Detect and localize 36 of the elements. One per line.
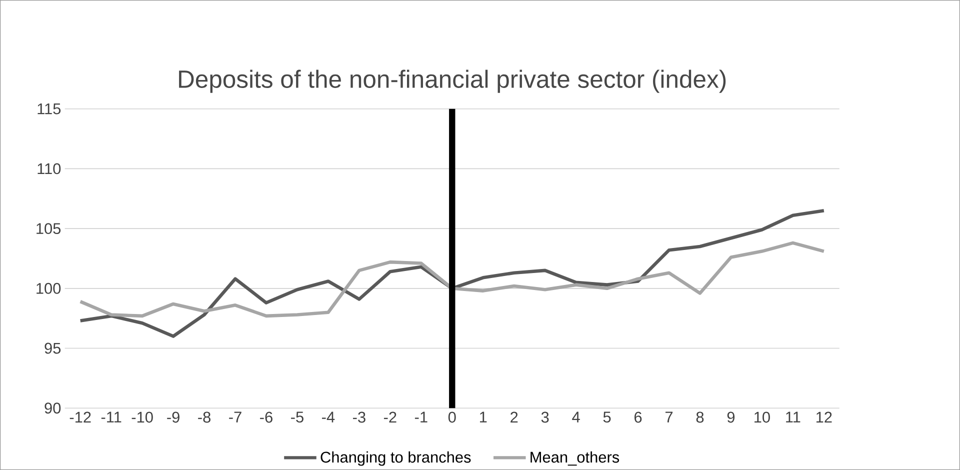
x-tick-label: -3 [352,412,366,423]
x-tick-label: 3 [541,412,549,423]
line-series [78,208,826,338]
x-tick-label: 1 [480,412,487,422]
x-tick-label: -5 [291,412,304,423]
x-tick-label: 8 [696,412,704,423]
x-tick-label: 2 [510,412,518,423]
x-tick-label: 7 [665,412,673,422]
y-tick-label: 90 [44,402,61,414]
x-tick-label: -7 [229,412,242,422]
x-tick-label: 10 [754,412,770,423]
y-tick-label: 100 [36,282,61,294]
y-tick-label: 115 [38,103,61,114]
x-tick-label: -2 [384,412,396,423]
x-tick-label: -11 [101,412,122,422]
x-tick-label: 11 [786,412,800,422]
x-tick-label: -4 [322,412,335,422]
x-tick-label: -9 [167,412,180,423]
x-tick-label: -1 [414,412,428,422]
y-tick-label: 110 [38,163,61,174]
x-tick-label: 0 [448,412,456,423]
legend-label: Changing to branches [320,451,471,466]
x-tick-label: 4 [572,412,580,422]
x-tick-label: -10 [132,412,153,423]
x-tick-label: -8 [198,412,210,423]
x-tick-label: 9 [727,412,735,423]
x-tick-label: 12 [816,412,832,423]
legend-label: Mean_others [530,451,620,466]
chart-title: Deposits of the non-financial private sector (index) [179,70,726,93]
y-tick-label: 105 [36,223,61,234]
y-tick-label: 95 [44,342,61,354]
x-tick-label: -12 [70,412,91,423]
x-tick-label: 5 [603,412,611,423]
x-tick-label: 6 [634,412,642,423]
x-tick-label: -6 [260,412,272,423]
line-series [78,241,826,318]
